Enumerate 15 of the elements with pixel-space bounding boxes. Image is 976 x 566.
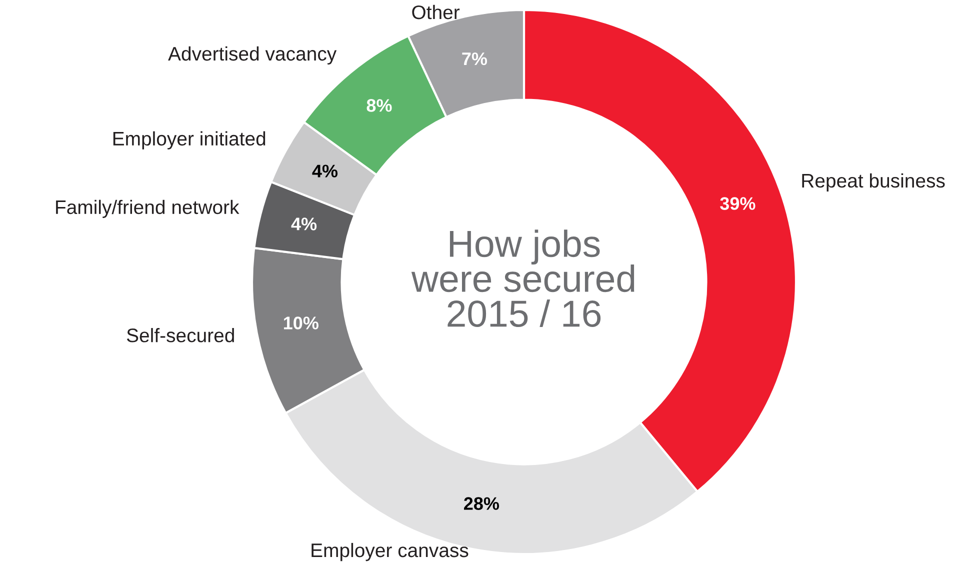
data-label: 10% — [284, 316, 318, 330]
slice-label: Repeat business — [802, 173, 945, 192]
slice-label: Advertised vacancy — [168, 46, 337, 65]
data-label: 39% — [720, 197, 756, 210]
slice-label: Other — [412, 4, 460, 20]
data-label: 4% — [291, 218, 317, 230]
slice-label: Self-secured — [126, 328, 234, 342]
data-label: 4% — [312, 164, 338, 178]
data-label: 7% — [462, 52, 488, 66]
slice-label: Family/friend network — [56, 200, 240, 218]
data-label: 8% — [366, 99, 392, 112]
slice-label: Employer initiated — [113, 131, 266, 150]
slice-label: Employer canvass — [312, 542, 468, 562]
text: How jobs were secured 2015 / 16 — [411, 230, 634, 328]
data-label: 28% — [464, 497, 500, 510]
